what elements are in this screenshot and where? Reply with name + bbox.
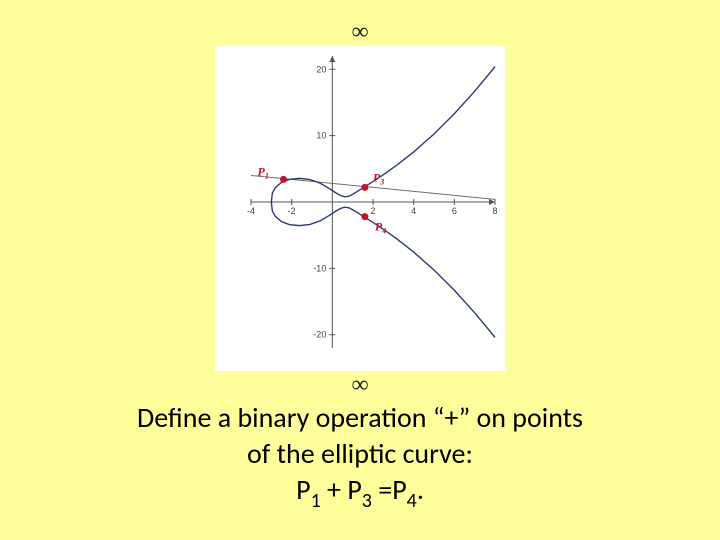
caption-line1-a: Define a binary operation	[137, 400, 433, 435]
eq-period: .	[417, 472, 424, 507]
svg-text:-10: -10	[313, 263, 326, 273]
svg-text:-20: -20	[313, 330, 326, 340]
caption-plus: +	[444, 400, 458, 435]
infinity-bottom: ∞	[0, 373, 720, 397]
eq-plus: +	[321, 472, 348, 507]
svg-text:8: 8	[492, 206, 497, 216]
svg-text:-2: -2	[288, 206, 296, 216]
svg-text:4: 4	[411, 206, 416, 216]
eq-p3-sub: 3	[362, 489, 372, 513]
elliptic-curve-plot: -4-22468-20-101020P1P3P4	[215, 46, 505, 371]
infinity-top: ∞	[0, 20, 720, 44]
svg-text:10: 10	[316, 131, 326, 141]
figure-wrap: ∞ -4-22468-20-101020P1P3P4 ∞	[0, 18, 720, 399]
eq-equals: =	[372, 472, 392, 507]
caption-text: Define a binary operation “+” on points …	[60, 400, 660, 513]
caption-line1-b: on points	[470, 400, 583, 435]
slide: ∞ -4-22468-20-101020P1P3P4 ∞ Define a bi…	[0, 0, 720, 540]
svg-text:2: 2	[370, 206, 375, 216]
caption-quote-close: ”	[458, 400, 470, 435]
eq-p1-p: P	[296, 472, 310, 507]
caption-quote-open: “	[433, 400, 445, 435]
caption-line2: of the elliptic curve:	[247, 436, 473, 471]
eq-p4-p: P	[392, 472, 406, 507]
svg-text:-4: -4	[247, 206, 255, 216]
eq-p4-sub: 4	[407, 489, 417, 513]
eq-p1-sub: 1	[311, 489, 321, 513]
eq-p3-p: P	[347, 472, 361, 507]
svg-text:20: 20	[316, 64, 326, 74]
svg-text:6: 6	[452, 206, 457, 216]
